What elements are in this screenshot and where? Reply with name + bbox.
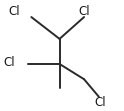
Text: Cl: Cl bbox=[3, 56, 15, 69]
Text: Cl: Cl bbox=[8, 5, 20, 18]
Text: Cl: Cl bbox=[78, 5, 90, 18]
Text: Cl: Cl bbox=[94, 96, 106, 109]
